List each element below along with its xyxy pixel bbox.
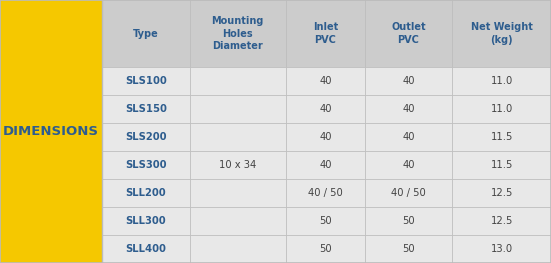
Bar [190, 207, 286, 235]
Bar [286, 151, 365, 179]
Bar [286, 67, 365, 95]
Text: 12.5: 12.5 [490, 188, 513, 198]
Bar [452, 95, 551, 123]
Text: SLL400: SLL400 [125, 244, 166, 254]
Text: 40: 40 [319, 76, 332, 86]
Bar [102, 207, 190, 235]
Text: SLL300: SLL300 [126, 216, 166, 226]
Bar [286, 95, 365, 123]
Bar [286, 207, 365, 235]
Text: 40: 40 [319, 132, 332, 142]
Bar [365, 235, 452, 263]
Bar [365, 67, 452, 95]
Text: 50: 50 [402, 244, 415, 254]
Bar [286, 179, 365, 207]
Bar [452, 235, 551, 263]
Text: Type: Type [133, 28, 159, 39]
Text: Net Weight
(kg): Net Weight (kg) [471, 22, 532, 45]
Bar [190, 123, 286, 151]
Bar [365, 207, 452, 235]
Text: SLS150: SLS150 [125, 104, 166, 114]
Bar [365, 151, 452, 179]
Bar [452, 67, 551, 95]
Text: 40 / 50: 40 / 50 [391, 188, 426, 198]
Text: Inlet
PVC: Inlet PVC [313, 22, 338, 45]
Text: 11.0: 11.0 [490, 104, 513, 114]
Text: 50: 50 [402, 216, 415, 226]
Text: 11.5: 11.5 [490, 132, 513, 142]
Text: DIMENSIONS: DIMENSIONS [3, 125, 99, 138]
Text: SLS300: SLS300 [125, 160, 166, 170]
Bar [452, 0, 551, 67]
Bar [286, 123, 365, 151]
Text: 40: 40 [402, 132, 415, 142]
Text: 40: 40 [402, 104, 415, 114]
Bar [365, 95, 452, 123]
Text: 40: 40 [319, 104, 332, 114]
Bar [286, 0, 365, 67]
Bar [0, 0, 102, 263]
Bar [102, 235, 190, 263]
Bar [365, 123, 452, 151]
Text: Mounting
Holes
Diameter: Mounting Holes Diameter [212, 16, 264, 51]
Text: 50: 50 [319, 244, 332, 254]
Text: SLL200: SLL200 [126, 188, 166, 198]
Bar [190, 235, 286, 263]
Text: SLS200: SLS200 [125, 132, 166, 142]
Bar [452, 151, 551, 179]
Bar [452, 179, 551, 207]
Text: 40: 40 [402, 160, 415, 170]
Text: Outlet
PVC: Outlet PVC [391, 22, 426, 45]
Bar [286, 235, 365, 263]
Bar [102, 67, 190, 95]
Text: 11.5: 11.5 [490, 160, 513, 170]
Text: 13.0: 13.0 [490, 244, 512, 254]
Bar [190, 0, 286, 67]
Bar [190, 67, 286, 95]
Text: 50: 50 [319, 216, 332, 226]
Text: 12.5: 12.5 [490, 216, 513, 226]
Bar [190, 151, 286, 179]
Bar [102, 151, 190, 179]
Bar [190, 95, 286, 123]
Bar [190, 179, 286, 207]
Text: 40: 40 [402, 76, 415, 86]
Text: 40: 40 [319, 160, 332, 170]
Bar [102, 0, 190, 67]
Bar [452, 207, 551, 235]
Bar [365, 0, 452, 67]
Bar [102, 95, 190, 123]
Text: 11.0: 11.0 [490, 76, 513, 86]
Bar [452, 123, 551, 151]
Bar [365, 179, 452, 207]
Bar [102, 179, 190, 207]
Text: 10 x 34: 10 x 34 [219, 160, 256, 170]
Bar [102, 123, 190, 151]
Text: 40 / 50: 40 / 50 [308, 188, 343, 198]
Text: SLS100: SLS100 [125, 76, 166, 86]
